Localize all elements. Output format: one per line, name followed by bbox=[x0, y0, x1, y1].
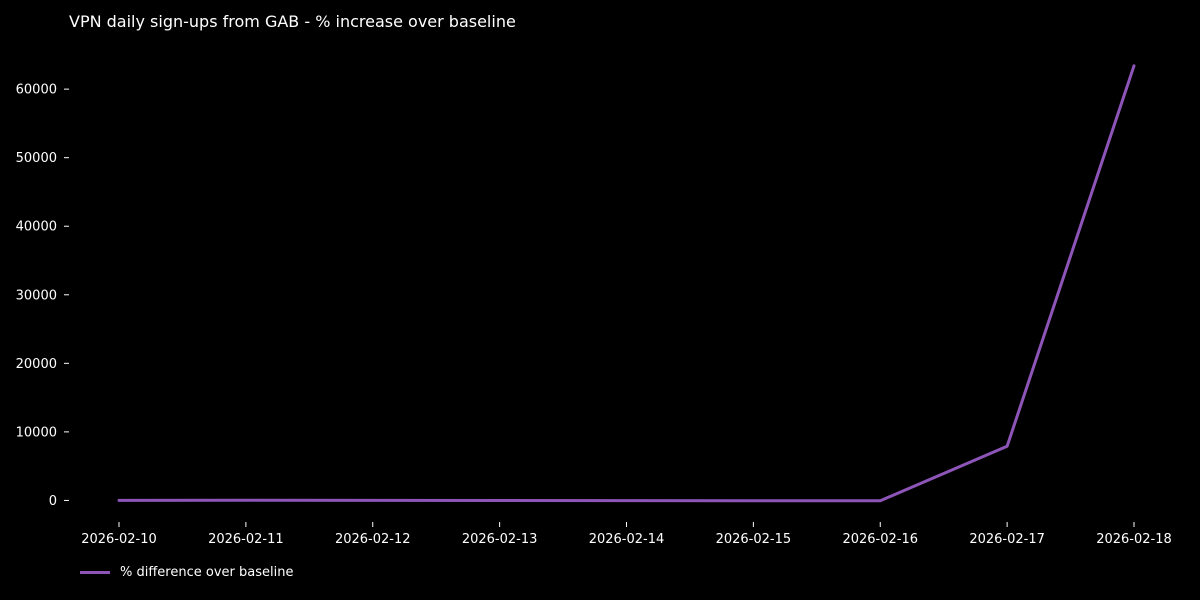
x-tick-label: 2026-02-10 bbox=[81, 532, 157, 547]
y-tick-label: 10000 bbox=[16, 425, 57, 440]
legend-swatch bbox=[80, 571, 110, 574]
y-tick-label: 30000 bbox=[16, 288, 57, 303]
x-tick-label: 2026-02-12 bbox=[335, 532, 411, 547]
y-tick-label: 40000 bbox=[16, 220, 57, 235]
x-axis: 2026-02-10 2026-02-11 2026-02-12 2026-02-13… bbox=[81, 522, 1172, 547]
x-tick-label: 2026-02-16 bbox=[842, 532, 918, 547]
x-tick-label: 2026-02-13 bbox=[462, 532, 538, 547]
x-tick-label: 2026-02-11 bbox=[208, 532, 284, 547]
x-tick-label: 2026-02-15 bbox=[716, 532, 792, 547]
y-tick-label: 20000 bbox=[16, 357, 57, 372]
y-tick-label: 60000 bbox=[16, 83, 57, 98]
chart-title: VPN daily sign-ups from GAB - % increase… bbox=[69, 12, 516, 31]
series-line bbox=[117, 64, 1136, 503]
legend: % difference over baseline bbox=[80, 565, 293, 580]
series-layer bbox=[117, 64, 1136, 503]
y-tick-label: 50000 bbox=[16, 151, 57, 166]
legend-label: % difference over baseline bbox=[120, 565, 294, 580]
y-axis: 0 10000 20000 30000 40000 50000 60000 bbox=[16, 83, 69, 509]
x-tick-label: 2026-02-14 bbox=[589, 532, 665, 547]
x-tick-label: 2026-02-17 bbox=[969, 532, 1045, 547]
x-tick-label: 2026-02-18 bbox=[1096, 532, 1172, 547]
y-tick-label: 0 bbox=[49, 494, 57, 509]
